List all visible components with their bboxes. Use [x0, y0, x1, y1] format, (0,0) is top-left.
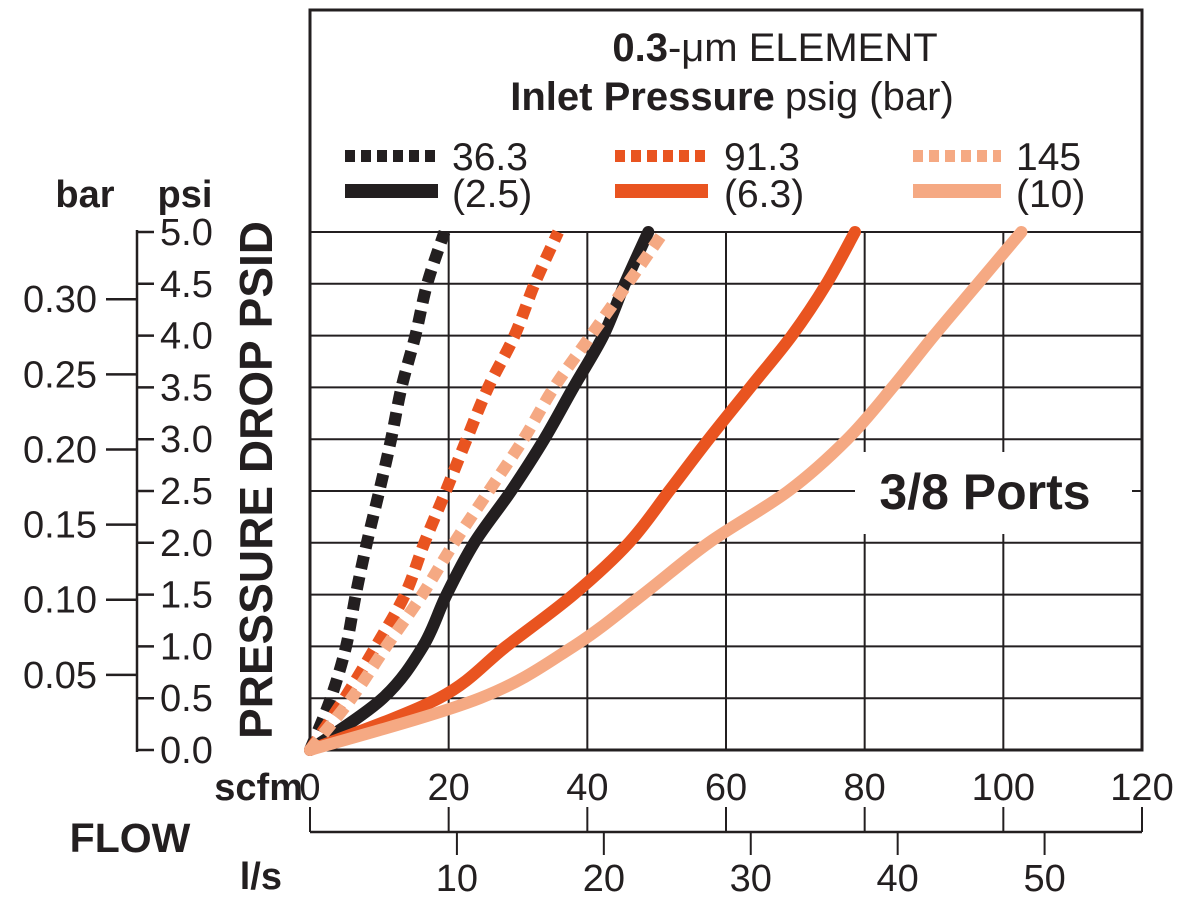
psi-tick-label: 4.0 — [160, 316, 213, 358]
psi-tick-label: 1.0 — [160, 626, 213, 668]
psi-tick-label: 0.5 — [160, 678, 213, 720]
chart-title-rest: -μm ELEMENT — [668, 26, 938, 70]
bar-tick-label: 0.10 — [23, 580, 97, 622]
scfm-tick-label: 60 — [705, 767, 747, 809]
chart-title-bold: 0.3 — [612, 26, 668, 70]
chart-subtitle-rest: psig (bar) — [785, 75, 954, 119]
legend-label-2-5: (2.5) — [452, 173, 532, 216]
ls-tick-label: 20 — [583, 858, 625, 900]
bar-axis-header: bar — [55, 174, 114, 216]
bar-tick-label: 0.15 — [23, 505, 97, 547]
scfm-tick-label: 0 — [299, 767, 320, 809]
ports-annotation-text: 3/8 Ports — [879, 464, 1090, 520]
bar-tick-label: 0.30 — [23, 279, 97, 321]
legend-label-145: 145 — [1016, 136, 1081, 179]
psi-tick-label: 3.0 — [160, 419, 213, 461]
psi-tick-label: 3.5 — [160, 367, 213, 409]
chart-subtitle: Inlet Pressure psig (bar) — [510, 75, 954, 119]
psi-tick-label: 2.0 — [160, 523, 213, 565]
curve-2-5-bar — [304, 226, 655, 756]
psi-tick-label: 5.0 — [160, 212, 213, 254]
scfm-tick-label: 100 — [972, 767, 1035, 809]
x-axis-title: FLOW — [70, 815, 191, 861]
scfm-axis-header: scfm — [214, 767, 303, 809]
legend-label-91-3: 91.3 — [724, 136, 800, 179]
scfm-tick-label: 80 — [844, 767, 886, 809]
psi-axis-header: psi — [158, 174, 213, 216]
y-axis-title: PRESSURE DROP PSID — [230, 221, 282, 739]
bar-tick-label: 0.20 — [23, 429, 97, 471]
curve-6-3-bar — [304, 226, 861, 756]
legend-label-36-3: 36.3 — [452, 136, 528, 179]
curve-91-3-psig — [305, 229, 564, 754]
ports-annotation: 3/8 Ports — [855, 452, 1132, 534]
chart-border — [308, 8, 1144, 752]
legend: 0.3-μm ELEMENT Inlet Pressure psig (bar) … — [345, 26, 1085, 216]
bar-tick-label: 0.05 — [23, 655, 97, 697]
chart-title: 0.3-μm ELEMENT — [612, 26, 937, 70]
chart-subtitle-bold: Inlet Pressure — [510, 75, 775, 119]
axis-scales: 0.0 0.5 1.0 1.5 2.0 2.5 3.0 3.5 4.0 4.5 5.0 0.05 0.1… — [23, 212, 1174, 900]
ls-tick-label: 30 — [730, 858, 772, 900]
ls-tick-label: 40 — [877, 858, 919, 900]
psi-tick-label: 2.5 — [160, 471, 213, 513]
psi-tick-label: 1.5 — [160, 575, 213, 617]
scfm-tick-label: 120 — [1110, 767, 1173, 809]
curve-10-bar — [304, 226, 1028, 756]
ls-tick-label: 50 — [1023, 858, 1065, 900]
ls-tick-label: 10 — [436, 858, 478, 900]
psi-tick-label: 0.0 — [160, 730, 213, 772]
curve-145-psig — [305, 228, 669, 754]
scfm-tick-label: 20 — [428, 767, 470, 809]
bar-tick-label: 0.25 — [23, 354, 97, 396]
legend-label-6-3: (6.3) — [724, 173, 804, 216]
curve-36-3-psig — [304, 230, 451, 753]
legend-label-10: (10) — [1016, 173, 1085, 216]
psi-tick-label: 4.5 — [160, 264, 213, 306]
scfm-tick-label: 40 — [566, 767, 608, 809]
ports-annotation-background — [855, 452, 1132, 534]
ls-axis-header: l/s — [240, 856, 282, 898]
curve-series — [304, 226, 1028, 756]
